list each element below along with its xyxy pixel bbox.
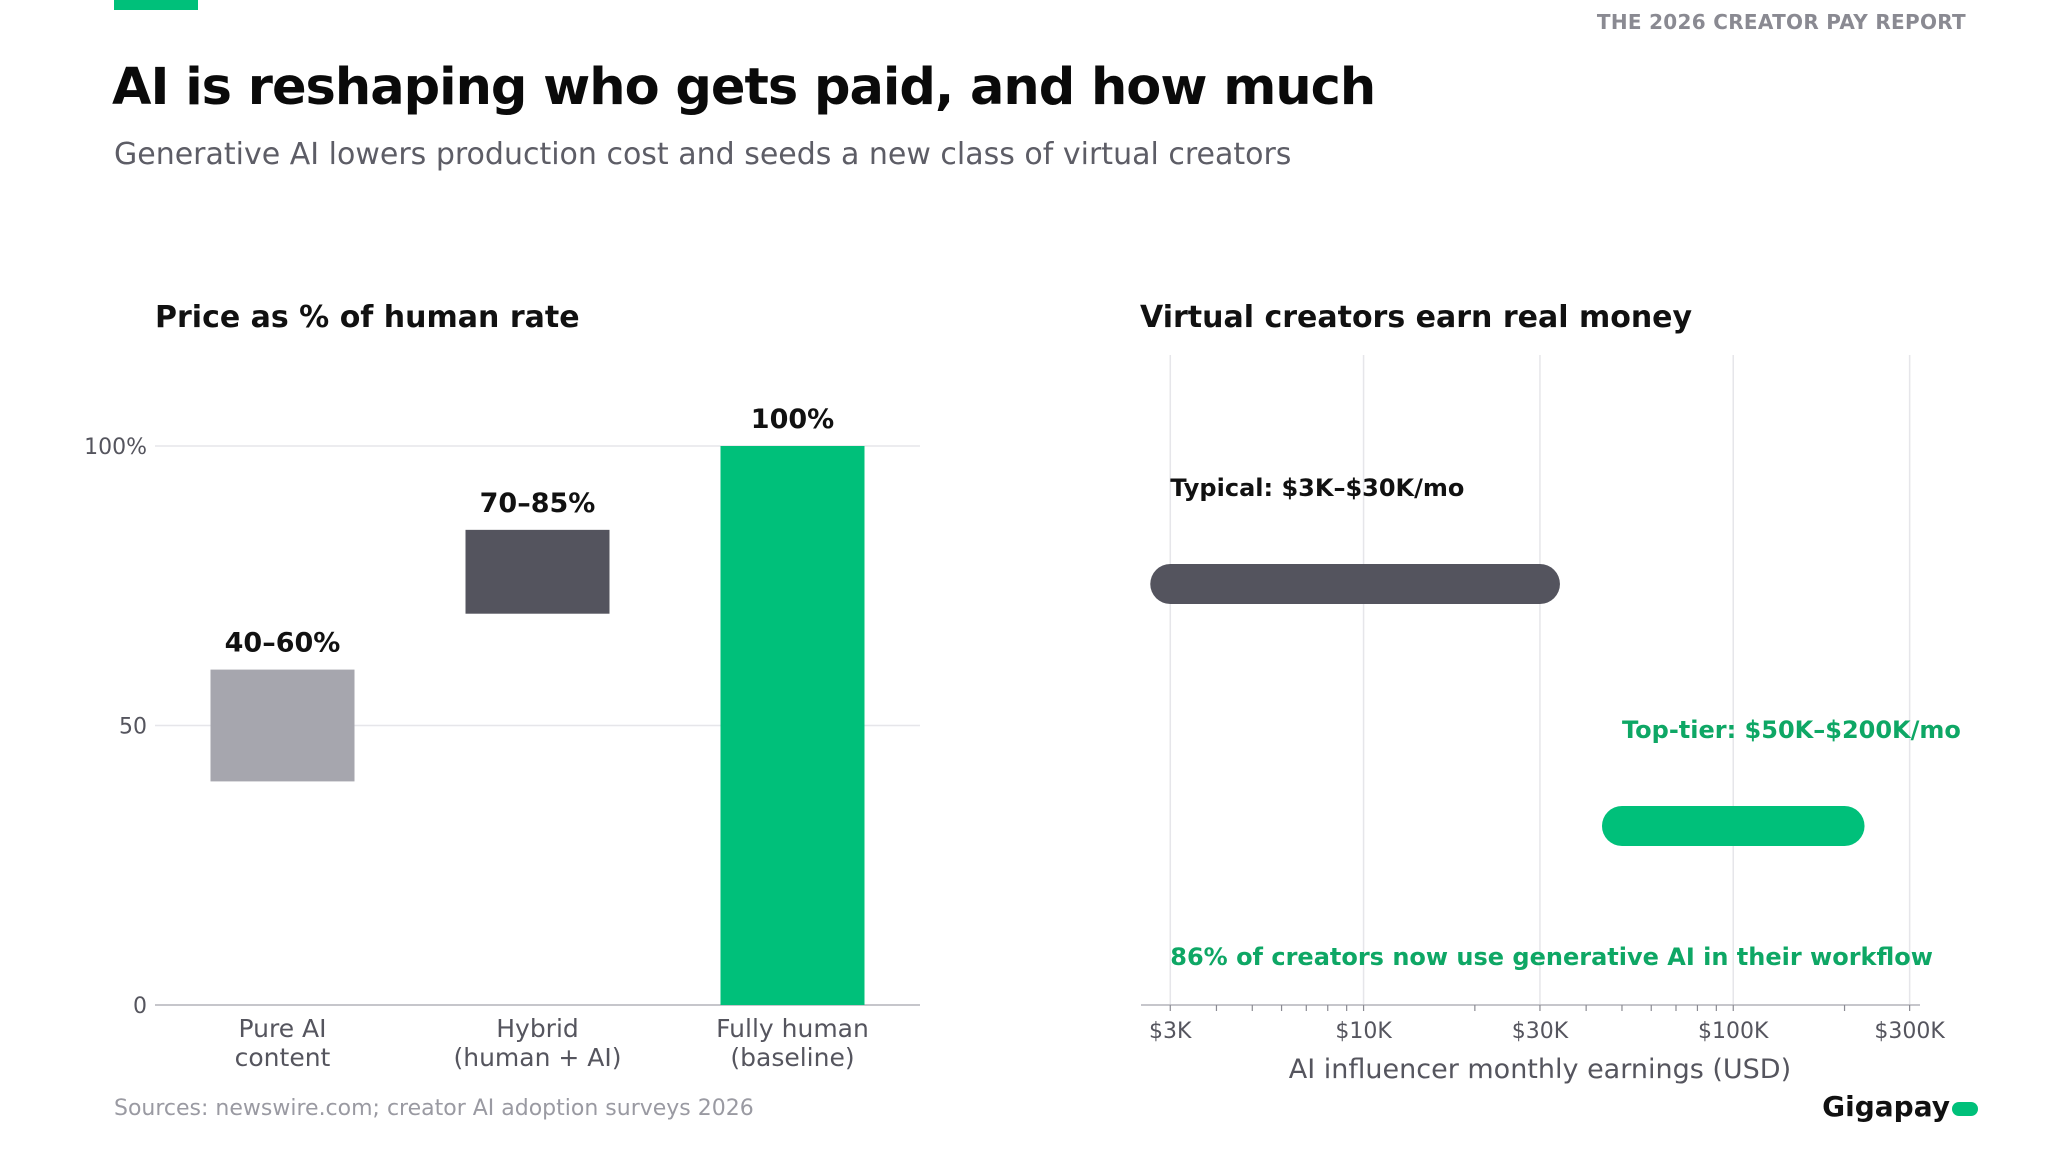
x-tick-label: $300K	[1874, 1019, 1945, 1044]
x-tick-label: (baseline)	[730, 1043, 854, 1072]
x-tick-label: Hybrid	[496, 1014, 579, 1043]
x-tick-label: (human + AI)	[453, 1043, 621, 1072]
bar-value-label: 100%	[751, 404, 834, 435]
x-tick-label: Pure AI	[238, 1014, 326, 1043]
range-label: Top-tier: $50K–$200K/mo	[1622, 716, 1961, 744]
bar	[210, 669, 355, 782]
x-tick-label: $10K	[1335, 1019, 1392, 1044]
adoption-annotation: 86% of creators now use generative AI in…	[1170, 943, 1933, 971]
right-chart-title: Virtual creators earn real money	[1140, 300, 1693, 335]
bar	[465, 529, 610, 614]
range-label: Typical: $3K–$30K/mo	[1170, 474, 1464, 502]
accent-bar	[114, 0, 198, 10]
sources-note: Sources: newswire.com; creator AI adopti…	[114, 1096, 754, 1121]
page-subtitle: Generative AI lowers production cost and…	[114, 137, 1292, 172]
x-tick-label: Fully human	[716, 1014, 869, 1043]
y-tick-label: 0	[133, 994, 147, 1019]
x-axis-title: AI influencer monthly earnings (USD)	[1289, 1054, 1791, 1085]
left-chart-title: Price as % of human rate	[155, 300, 580, 335]
brand-pill-icon	[1952, 1101, 1978, 1116]
report-tag: THE 2026 CREATOR PAY REPORT	[1596, 10, 1966, 34]
bar-value-label: 70–85%	[480, 488, 596, 519]
x-tick-label: $100K	[1698, 1019, 1769, 1044]
brand-name: Gigapay	[1822, 1090, 1950, 1123]
bar	[720, 446, 865, 1005]
x-tick-label: $3K	[1149, 1019, 1192, 1044]
y-tick-label: 50	[119, 715, 147, 740]
x-tick-label: content	[235, 1043, 331, 1072]
brand-logo: Gigapay	[1822, 1090, 1978, 1123]
x-tick-label: $30K	[1512, 1019, 1569, 1044]
y-tick-label: 100%	[84, 435, 147, 460]
page-title: AI is reshaping who gets paid, and how m…	[112, 58, 1376, 117]
bar-value-label: 40–60%	[225, 628, 341, 659]
